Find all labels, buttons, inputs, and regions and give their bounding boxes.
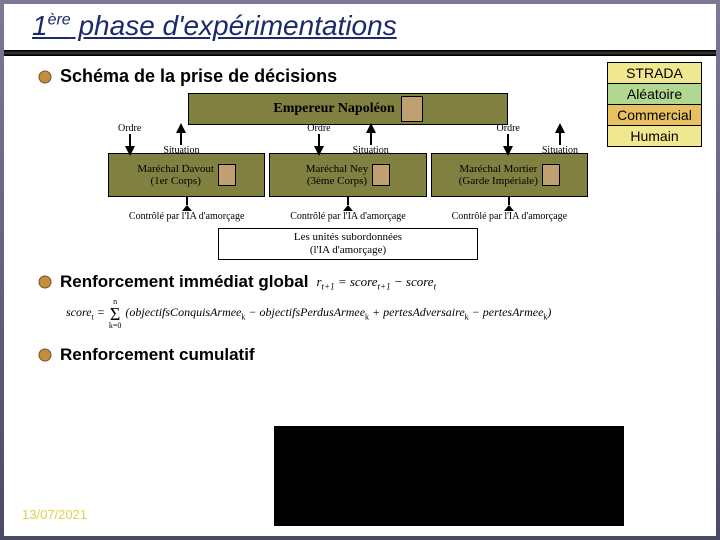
strada-item: STRADA (608, 63, 701, 84)
bullet-icon (38, 348, 52, 362)
marshal-name: Maréchal Davout (137, 163, 214, 175)
bullet-icon (38, 275, 52, 289)
marshal-corps: (1er Corps) (150, 175, 200, 187)
arrow-label-up: Situation (163, 145, 199, 156)
score-rhs: (objectifsConquisArmeek − objectifsPerdu… (125, 305, 551, 321)
marshal-name: Maréchal Mortier (459, 163, 537, 175)
arrow-label-down: Ordre (118, 123, 141, 134)
arrow-label-up: Situation (542, 145, 578, 156)
marshal-node: Maréchal Ney(3ème Corps) (269, 153, 426, 197)
arrow-label-down: Ordre (307, 123, 330, 134)
ai-control-label: Contrôlé par l'IA d'amorçage (108, 211, 265, 222)
redacted-box (274, 426, 624, 526)
arrow-pair: Ordre Situation (307, 125, 388, 153)
arrow-label-up: Situation (353, 145, 389, 156)
ai-control-label: Contrôlé par l'IA d'amorçage (431, 211, 588, 222)
slide-date: 13/07/2021 (22, 507, 87, 522)
bullet-icon (38, 70, 52, 84)
slide: 1ère phase d'expérimentations STRADA Alé… (4, 4, 716, 536)
marshal-name: Maréchal Ney (306, 163, 369, 175)
portrait-icon (218, 164, 236, 186)
bullet-label: Renforcement immédiat global (60, 272, 308, 292)
bullet-renf-global: Renforcement immédiat global rt+1 = scor… (38, 272, 698, 292)
score-formula: scoret = n Σ k=0 (objectifsConquisArmeek… (66, 298, 698, 329)
content-area: STRADA Aléatoire Commercial Humain Schém… (4, 62, 716, 365)
marshals-row: Maréchal Davout(1er Corps) Maréchal Ney(… (108, 153, 588, 197)
emperor-label: Empereur Napoléon (273, 101, 394, 117)
score-lhs: scoret = (66, 305, 105, 321)
bullet-renf-cumul: Renforcement cumulatif (38, 345, 698, 365)
portrait-icon (401, 96, 423, 122)
marshal-corps: (Garde Impériale) (459, 175, 538, 187)
sigma-icon: n Σ k=0 (109, 298, 122, 329)
emperor-node: Empereur Napoléon (188, 93, 508, 125)
strada-item: Aléatoire (608, 84, 701, 105)
arrows-row: Ordre Situation Ordre Situation Ordre Si… (118, 125, 578, 153)
slide-title: 1ère phase d'expérimentations (4, 4, 716, 42)
arrow-pair: Ordre Situation (497, 125, 578, 153)
title-text: 1ère phase d'expérimentations (32, 10, 397, 41)
units-line1: Les unités subordonnées (294, 231, 402, 243)
units-node: Les unités subordonnées (l'IA d'amorçage… (218, 228, 478, 260)
bullet-label: Schéma de la prise de décisions (60, 66, 337, 87)
reward-formula: rt+1 = scoret+1 − scoret (316, 274, 436, 292)
strada-item: Humain (608, 126, 701, 146)
marshal-corps: (3ème Corps) (307, 175, 367, 187)
strada-legend: STRADA Aléatoire Commercial Humain (607, 62, 702, 147)
ai-control-row: Contrôlé par l'IA d'amorçage Contrôlé pa… (108, 211, 588, 222)
divider (4, 50, 716, 56)
portrait-icon (542, 164, 560, 186)
portrait-icon (372, 164, 390, 186)
sigma-bot: k=0 (109, 322, 122, 329)
strada-item: Commercial (608, 105, 701, 126)
units-line2: (l'IA d'amorçage) (310, 244, 386, 256)
ai-control-label: Contrôlé par l'IA d'amorçage (269, 211, 426, 222)
bullet-schema: Schéma de la prise de décisions (38, 66, 698, 87)
marshal-node: Maréchal Mortier(Garde Impériale) (431, 153, 588, 197)
arrow-pair: Ordre Situation (118, 125, 199, 153)
marshal-node: Maréchal Davout(1er Corps) (108, 153, 265, 197)
bullet-label: Renforcement cumulatif (60, 345, 255, 365)
decision-diagram: Empereur Napoléon Ordre Situation Ordre … (108, 93, 588, 260)
arrow-label-down: Ordre (497, 123, 520, 134)
